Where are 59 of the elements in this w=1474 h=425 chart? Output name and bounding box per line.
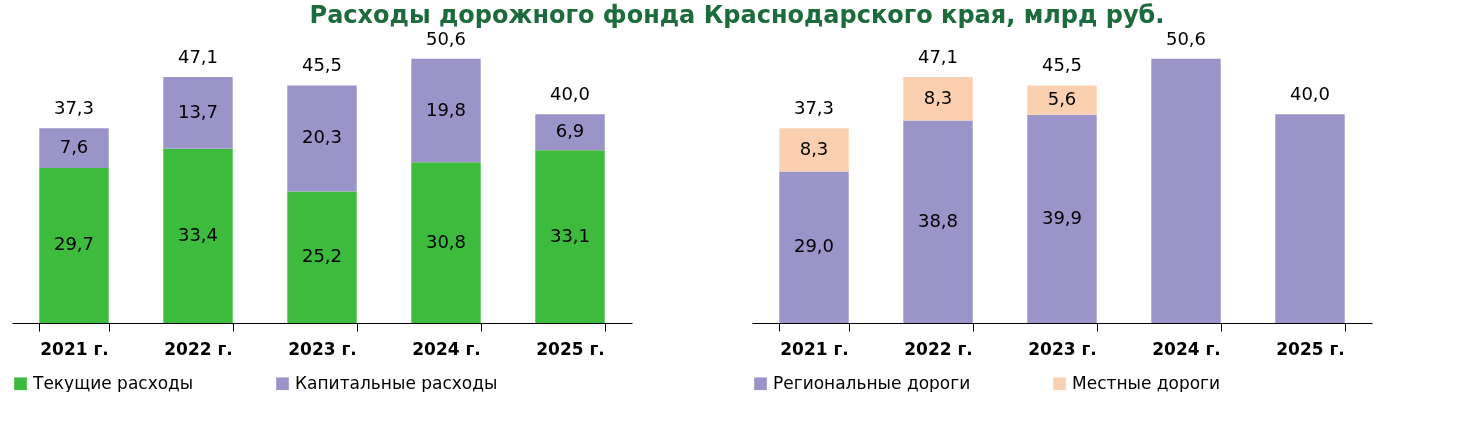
bar xyxy=(1151,58,1221,323)
data-label: 29,7 xyxy=(53,233,95,255)
data-label: 8,3 xyxy=(799,137,829,159)
bar xyxy=(535,150,605,323)
total-label: 37,3 xyxy=(53,97,95,119)
total-label: 37,3 xyxy=(793,97,835,119)
data-label: 33,4 xyxy=(177,223,219,245)
bar xyxy=(779,128,849,172)
bar xyxy=(163,148,233,323)
x-tick-label: 2023 г. xyxy=(1028,338,1097,359)
bar xyxy=(287,85,357,192)
data-label: 19,8 xyxy=(425,98,467,120)
total-label: 40,0 xyxy=(1289,83,1331,105)
x-tick-label: 2024 г. xyxy=(412,338,481,359)
bar xyxy=(903,77,973,121)
legend-label: Местные дороги xyxy=(1072,372,1221,393)
data-label: 38,8 xyxy=(917,209,959,231)
bar xyxy=(411,162,481,323)
bar xyxy=(1275,114,1345,323)
data-label: 6,9 xyxy=(555,120,585,142)
data-label: 7,6 xyxy=(59,136,89,158)
total-label: 47,1 xyxy=(917,46,959,68)
data-label: 13,7 xyxy=(177,100,219,122)
text: Расходы дорожного фонда Краснодарского края, млрд руб. xyxy=(309,1,1165,29)
total-label: 40,0 xyxy=(549,83,591,105)
bar xyxy=(535,114,605,151)
total-label: 50,6 xyxy=(1165,27,1207,49)
data-label: 39,9 xyxy=(1041,206,1083,228)
bar xyxy=(163,77,233,149)
x-tick-label: 2021 г. xyxy=(780,338,849,359)
legend-label: Региональные дороги xyxy=(773,372,971,393)
total-label: 50,6 xyxy=(425,27,467,49)
x-tick-label: 2022 г. xyxy=(904,338,973,359)
total-label: 47,1 xyxy=(177,46,219,68)
data-label: 8,3 xyxy=(923,86,953,108)
bar xyxy=(411,58,481,163)
x-tick-label: 2021 г. xyxy=(40,338,109,359)
data-label: 29,0 xyxy=(793,235,835,257)
bar xyxy=(39,128,109,168)
bar xyxy=(779,171,849,323)
x-tick-label: 2023 г. xyxy=(288,338,357,359)
bar xyxy=(39,167,109,323)
data-label: 20,3 xyxy=(301,126,343,148)
legend-label: Текущие расходы xyxy=(32,372,194,393)
x-tick-label: 2025 г. xyxy=(536,338,605,359)
total-label: 45,5 xyxy=(1041,54,1083,76)
bar xyxy=(1027,85,1097,115)
legend-label: Капитальные расходы xyxy=(295,372,498,393)
data-label: 30,8 xyxy=(425,230,467,252)
data-label: 5,6 xyxy=(1047,88,1077,110)
total-label: 45,5 xyxy=(301,54,343,76)
bar xyxy=(1027,114,1097,323)
bar xyxy=(903,120,973,323)
x-tick-label: 2024 г. xyxy=(1152,338,1221,359)
bar xyxy=(287,191,357,323)
x-tick-label: 2025 г. xyxy=(1276,338,1345,359)
data-label: 25,2 xyxy=(301,245,343,267)
data-label: 33,1 xyxy=(549,224,591,246)
x-tick-label: 2022 г. xyxy=(164,338,233,359)
